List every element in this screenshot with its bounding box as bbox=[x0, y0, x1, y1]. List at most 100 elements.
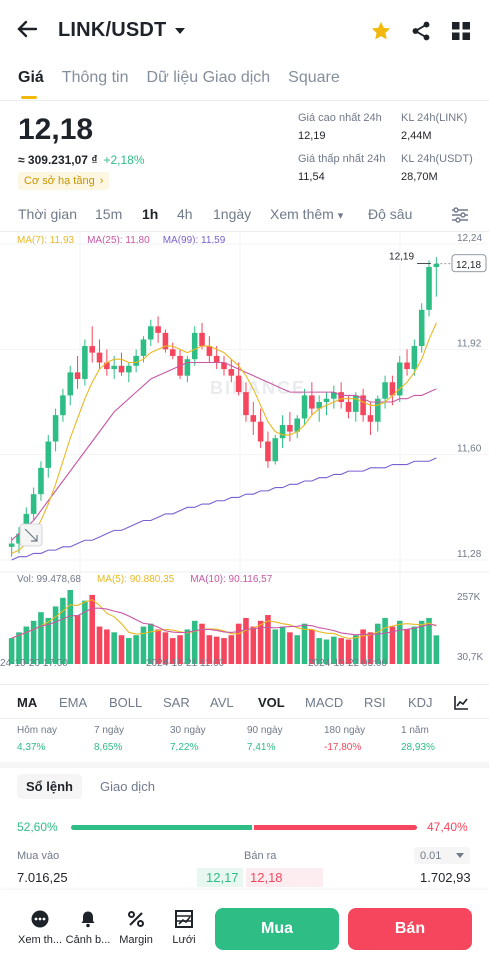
volume-bar bbox=[374, 623, 381, 664]
perf-value: 4,37% bbox=[17, 742, 46, 753]
vol-link-value: 2,44M bbox=[401, 130, 432, 142]
candle-body bbox=[396, 362, 403, 396]
indicator-avl[interactable]: AVL bbox=[210, 695, 234, 710]
candle-body bbox=[8, 543, 15, 547]
interval-1d[interactable]: 1ngày bbox=[213, 206, 252, 222]
nav-alerts-label: Cảnh b... bbox=[65, 934, 111, 946]
volume-bar bbox=[177, 635, 183, 664]
indicator-kdj[interactable]: KDJ bbox=[408, 695, 433, 710]
indicator-ma[interactable]: MA bbox=[17, 695, 38, 710]
sell-button[interactable]: Bán bbox=[348, 908, 472, 950]
volume-bar bbox=[243, 617, 249, 664]
candle-body bbox=[89, 346, 95, 353]
volume-bar bbox=[309, 629, 315, 664]
volume-bar bbox=[30, 620, 37, 664]
candle-body bbox=[250, 415, 257, 422]
time-axis: 24-10-20 17:00 2024-10-21 11:00 2024-10-22… bbox=[0, 658, 387, 669]
buy-button[interactable]: Mua bbox=[215, 908, 339, 950]
tab-trades[interactable]: Giao dịch bbox=[100, 779, 155, 794]
chart-settings-icon bbox=[452, 207, 468, 223]
share-button[interactable] bbox=[410, 20, 432, 47]
buy-sell-ratio-bar bbox=[71, 825, 417, 830]
interval-depth[interactable]: Độ sâu bbox=[368, 206, 413, 222]
perf-label: 180 ngày bbox=[324, 725, 366, 736]
bell-icon bbox=[81, 911, 95, 928]
volume-bar bbox=[353, 635, 359, 664]
back-button[interactable] bbox=[16, 18, 42, 44]
tab-order-book[interactable]: Sổ lệnh bbox=[17, 774, 82, 799]
nav-grid[interactable]: Lưới bbox=[158, 910, 210, 946]
volume-bar bbox=[345, 639, 352, 664]
tab-square[interactable]: Square bbox=[288, 69, 340, 86]
caret-down-icon: ▾ bbox=[337, 210, 344, 222]
volume-bar bbox=[38, 612, 44, 664]
candle-body bbox=[418, 309, 425, 347]
interval-time[interactable]: Thời gian bbox=[18, 206, 77, 222]
perf-value: 8,65% bbox=[94, 742, 123, 753]
vol-usdt-label: KL 24h(USDT) bbox=[401, 153, 473, 165]
perf-label: 1 năm bbox=[401, 725, 429, 736]
candle-body bbox=[331, 392, 337, 399]
interval-4h[interactable]: 4h bbox=[177, 206, 193, 222]
candle-body bbox=[111, 365, 117, 370]
nav-margin-label: Margin bbox=[119, 934, 153, 946]
indicator-rsi[interactable]: RSI bbox=[364, 695, 386, 710]
category-tag[interactable]: Cơ sở hạ tầng › bbox=[18, 172, 110, 190]
candle-body bbox=[221, 362, 227, 370]
interval-15m[interactable]: 15m bbox=[95, 206, 123, 222]
price-tick-label: 11,92 bbox=[457, 338, 482, 349]
candle-body bbox=[191, 332, 198, 360]
chart-line-icon bbox=[454, 696, 468, 710]
layout-grid-button[interactable] bbox=[451, 21, 471, 46]
sell-percentage: 47,40% bbox=[427, 820, 468, 834]
chevron-right-icon: › bbox=[99, 175, 104, 187]
ma-legend: MA(7): 11,93 MA(25): 11,80 MA(99): 11,59 bbox=[17, 235, 225, 246]
ask-column-label: Bán ra bbox=[244, 850, 277, 862]
indicator-vol[interactable]: VOL bbox=[258, 695, 285, 710]
indicator-ema[interactable]: EMA bbox=[59, 695, 88, 710]
chart-settings-button[interactable] bbox=[451, 207, 469, 226]
indicator-settings-button[interactable] bbox=[453, 695, 469, 714]
tab-info[interactable]: Thông tin bbox=[61, 69, 129, 86]
candle-body bbox=[118, 365, 125, 373]
candle-body bbox=[323, 398, 330, 402]
nav-margin[interactable]: Margin bbox=[110, 910, 162, 946]
volume-bar bbox=[265, 615, 271, 664]
ma7-legend: MA(7): 11,93 bbox=[17, 235, 75, 246]
candle-body bbox=[294, 418, 301, 432]
candle-body bbox=[316, 402, 322, 409]
price-chart[interactable]: BINANCE 12,24 11,92 11,60 11,28 257K 30,7K 1… bbox=[0, 232, 489, 672]
candle-body bbox=[96, 352, 103, 363]
indicator-boll[interactable]: BOLL bbox=[109, 695, 143, 710]
volume-bar bbox=[360, 629, 366, 664]
candle-body bbox=[426, 267, 432, 310]
tab-price[interactable]: Giá bbox=[18, 69, 44, 86]
indicator-macd[interactable]: MACD bbox=[305, 695, 344, 710]
precision-select[interactable]: 0.01 bbox=[414, 847, 470, 864]
indicator-bar: MA EMA BOLL SAR AVL VOL MACD RSI KDJ bbox=[0, 695, 489, 713]
volume-bar bbox=[16, 632, 22, 664]
volume-bar bbox=[287, 632, 293, 664]
volume-bar bbox=[67, 590, 74, 664]
interval-1h[interactable]: 1h bbox=[142, 206, 159, 222]
candle-body bbox=[45, 441, 52, 468]
volume-bar bbox=[331, 636, 337, 664]
candle-body bbox=[309, 395, 315, 409]
category-tag-label: Cơ sở hạ tầng bbox=[24, 175, 95, 187]
candle-body bbox=[301, 395, 308, 419]
volume-bar bbox=[228, 635, 235, 664]
nav-more[interactable]: Xem th... bbox=[14, 910, 66, 946]
volume-bar bbox=[338, 638, 344, 664]
pair-selector[interactable]: LINK/USDT bbox=[58, 19, 186, 42]
nav-alerts[interactable]: Cảnh b... bbox=[62, 910, 114, 946]
active-tab-indicator bbox=[21, 96, 37, 99]
volume-bar bbox=[23, 626, 30, 664]
indicator-sar[interactable]: SAR bbox=[163, 695, 190, 710]
interval-more[interactable]: Xem thêm ▾ bbox=[270, 206, 343, 222]
volume-bar bbox=[250, 626, 257, 664]
price-change: +2,18% bbox=[103, 153, 145, 167]
volume-bar bbox=[199, 623, 205, 664]
favorite-button[interactable] bbox=[370, 20, 392, 47]
divider bbox=[0, 100, 489, 101]
tab-trading-data[interactable]: Dữ liệu Giao dịch bbox=[146, 69, 271, 86]
